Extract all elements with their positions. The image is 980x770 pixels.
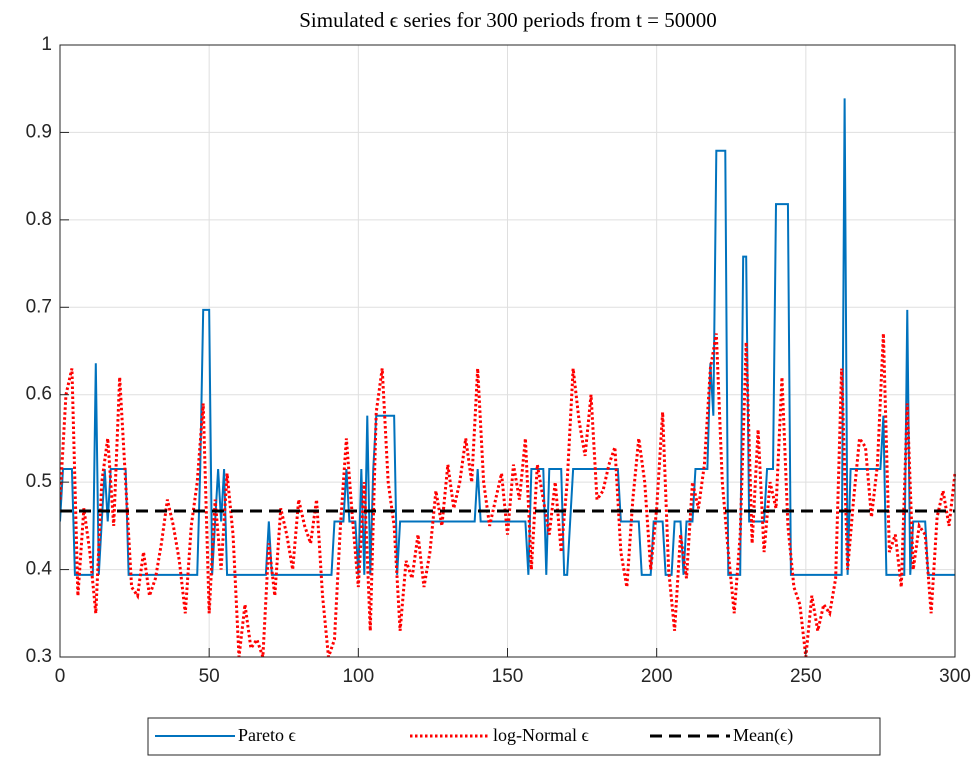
legend-box — [147, 717, 881, 756]
series-line — [60, 98, 955, 576]
y-tick-label: 1 — [41, 34, 52, 55]
legend-label: log-Normal ϵ — [493, 725, 589, 745]
legend-label: Pareto ϵ — [238, 725, 296, 745]
y-tick-label: 0.9 — [26, 121, 52, 142]
grid — [59, 44, 956, 658]
x-tick-label: 0 — [55, 666, 66, 687]
x-tick-label: 200 — [641, 666, 673, 687]
y-tick-label: 0.3 — [26, 646, 52, 667]
y-tick-label: 0.4 — [26, 559, 53, 580]
chart-title: Simulated ϵ series for 300 periods from … — [299, 8, 717, 32]
y-tick-label: 0.5 — [26, 471, 52, 492]
y-tick-label: 0.7 — [26, 296, 52, 317]
legend-label: Mean(ϵ) — [733, 725, 793, 746]
y-tick-label: 0.8 — [26, 209, 52, 230]
axes: 0 50 100 150 200 250 300 0.3 0.4 0.5 0.6 0.7 0.8 0.9 1 — [26, 34, 971, 687]
x-tick-label: 150 — [492, 666, 524, 687]
x-tick-label: 100 — [342, 666, 374, 687]
y-tick-label: 0.6 — [26, 384, 52, 405]
legend: Pareto ϵ log-Normal ϵ Mean(ϵ) — [155, 725, 793, 746]
x-tick-label: 300 — [939, 666, 971, 687]
x-tick-label: 250 — [790, 666, 822, 687]
x-tick-label: 50 — [199, 666, 220, 687]
